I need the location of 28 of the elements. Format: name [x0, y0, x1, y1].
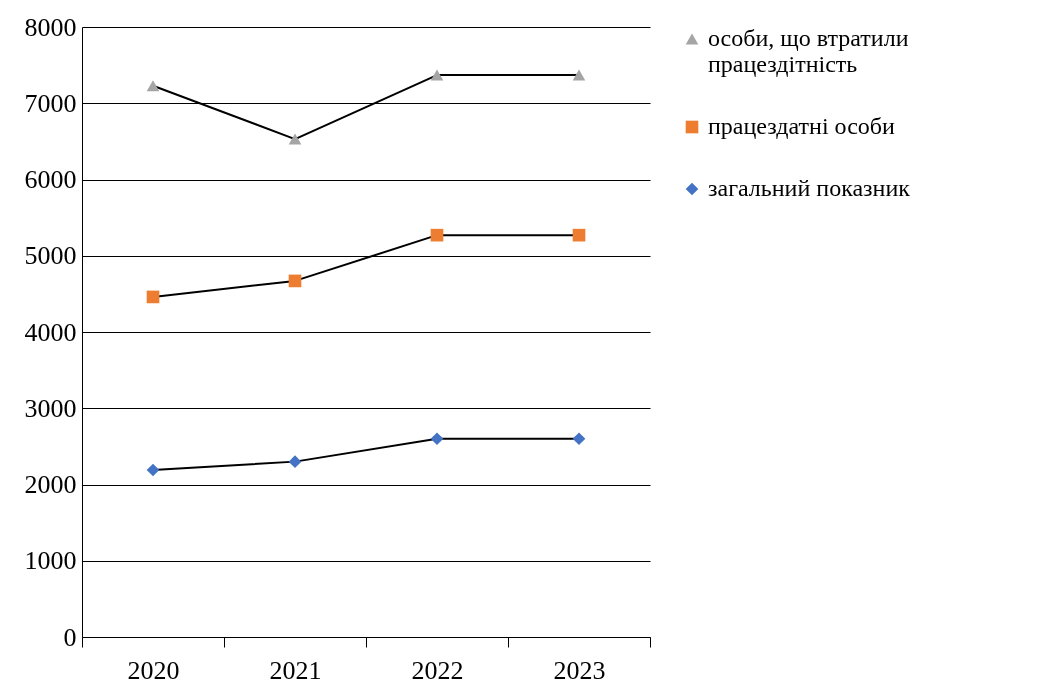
point	[146, 80, 160, 92]
x-tick-label: 2021	[269, 655, 322, 685]
point	[572, 228, 586, 242]
point	[572, 432, 586, 446]
legend-label: особи, що втратили працездітність	[708, 25, 909, 77]
x-tick-label: 2022	[411, 655, 464, 685]
x-tick-label: 2023	[553, 655, 606, 685]
y-tick-label: 5000	[24, 241, 77, 271]
point	[146, 290, 160, 304]
x-tick-label: 2020	[127, 655, 180, 685]
y-tick-label: 1000	[24, 546, 77, 576]
y-tick-label: 0	[63, 622, 77, 652]
point	[430, 228, 444, 242]
point	[572, 69, 586, 81]
legend-label: загальний показник	[708, 175, 911, 201]
legend-label: працездатні особи	[708, 113, 896, 139]
point	[288, 133, 302, 145]
y-tick-label: 2000	[24, 470, 77, 499]
point	[288, 274, 302, 288]
y-tick-label: 6000	[24, 165, 77, 194]
y-tick-label: 7000	[24, 88, 77, 118]
point	[430, 69, 444, 81]
y-tick-label: 4000	[24, 317, 77, 347]
y-tick-label: 3000	[24, 393, 77, 423]
y-tick-label: 8000	[24, 12, 77, 42]
point	[430, 432, 444, 446]
point	[146, 463, 160, 477]
point	[288, 455, 302, 468]
